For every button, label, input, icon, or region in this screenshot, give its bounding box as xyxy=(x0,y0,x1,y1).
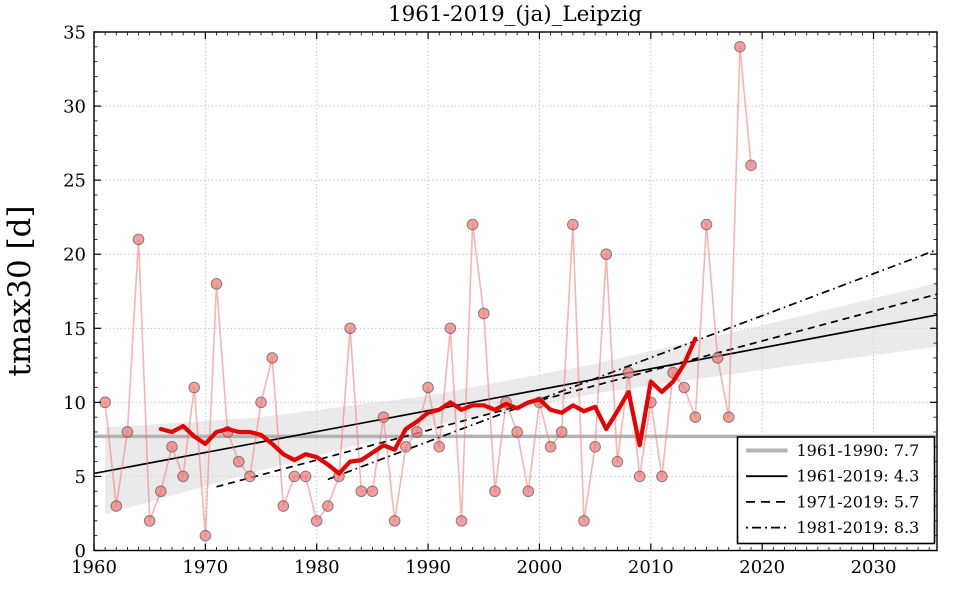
data-point-marker xyxy=(411,426,423,438)
data-point-marker xyxy=(344,322,356,335)
data-point-marker xyxy=(377,411,390,423)
data-point-marker xyxy=(400,441,412,453)
data-point-marker xyxy=(466,218,479,231)
data-point-marker xyxy=(277,500,290,512)
data-point-marker xyxy=(711,352,724,364)
data-point-marker xyxy=(433,441,446,453)
data-point-marker xyxy=(299,470,312,483)
data-point-marker xyxy=(589,441,601,453)
axis-frame xyxy=(93,31,938,552)
x-tick-label: 1990 xyxy=(405,557,451,578)
data-point-marker xyxy=(633,470,646,483)
data-point-marker xyxy=(567,218,579,231)
legend-box xyxy=(736,436,936,545)
x-tick-label: 2000 xyxy=(517,557,563,578)
data-point-marker xyxy=(266,352,278,364)
data-point-marker xyxy=(555,426,568,438)
legend-label: 1961-1990: 7.7 xyxy=(797,441,920,460)
data-point-marker xyxy=(522,485,535,498)
data-point-marker xyxy=(188,381,201,394)
data-point-marker xyxy=(578,515,590,527)
data-point-marker xyxy=(656,470,668,483)
trend-line-solid xyxy=(93,314,938,475)
legend-label: 1981-2019: 8.3 xyxy=(797,518,920,537)
data-point-marker xyxy=(477,307,490,320)
legend-label: 1971-2019: 5.7 xyxy=(797,492,920,511)
x-tick-label: 1960 xyxy=(71,557,117,578)
data-point-marker xyxy=(455,515,468,527)
data-point-marker xyxy=(422,381,434,394)
trend-line-dashdot xyxy=(327,248,938,481)
data-point-marker xyxy=(177,470,189,483)
data-point-marker xyxy=(722,411,735,423)
y-tick-label: 15 xyxy=(63,319,86,340)
data-point-marker xyxy=(734,41,746,53)
x-tick-label: 1980 xyxy=(294,557,340,578)
chart-title: 1961-2019_(ja)_Leipzig xyxy=(388,2,642,27)
data-point-marker xyxy=(244,470,256,483)
data-point-marker xyxy=(622,366,635,379)
data-point-marker xyxy=(232,455,245,468)
x-tick-label: 2030 xyxy=(851,557,897,578)
data-point-marker xyxy=(99,396,111,409)
y-tick-label: 5 xyxy=(75,467,86,488)
data-point-marker xyxy=(199,529,212,542)
data-point-marker xyxy=(600,248,613,261)
data-point-marker xyxy=(388,515,401,527)
x-tick-label: 2020 xyxy=(739,557,785,578)
data-point-marker xyxy=(121,426,134,438)
y-tick-label: 20 xyxy=(63,245,86,266)
data-point-marker xyxy=(255,396,267,409)
y-tick-label: 10 xyxy=(63,393,86,414)
x-tick-label: 2010 xyxy=(628,557,674,578)
data-point-marker xyxy=(355,485,368,498)
y-tick-label: 0 xyxy=(75,541,86,562)
data-point-marker xyxy=(310,515,323,527)
data-point-marker xyxy=(366,485,379,498)
y-tick-label: 25 xyxy=(63,171,86,192)
data-point-marker xyxy=(511,426,523,438)
data-point-marker xyxy=(210,278,223,290)
y-tick-label: 35 xyxy=(63,23,86,44)
data-point-marker xyxy=(110,500,123,512)
legend-label: 1961-2019: 4.3 xyxy=(797,467,920,486)
data-point-marker xyxy=(166,441,178,453)
smoothed-series-line xyxy=(158,336,698,476)
x-tick-label: 1970 xyxy=(182,557,228,578)
data-point-marker xyxy=(288,470,301,483)
data-point-marker xyxy=(611,455,624,468)
data-point-marker xyxy=(700,218,713,231)
data-point-marker xyxy=(143,515,156,527)
data-point-marker xyxy=(489,485,501,498)
data-point-marker xyxy=(678,381,691,394)
data-point-marker xyxy=(745,159,757,172)
trend-line-dashed xyxy=(216,293,938,488)
data-point-marker xyxy=(544,441,557,453)
y-axis-label: tmax30 [d] xyxy=(2,205,38,376)
data-point-marker xyxy=(689,411,702,423)
y-tick-label: 30 xyxy=(63,97,86,118)
data-point-marker xyxy=(132,233,145,246)
data-point-marker xyxy=(155,485,167,498)
data-point-marker xyxy=(322,500,334,512)
data-point-marker xyxy=(444,322,457,335)
